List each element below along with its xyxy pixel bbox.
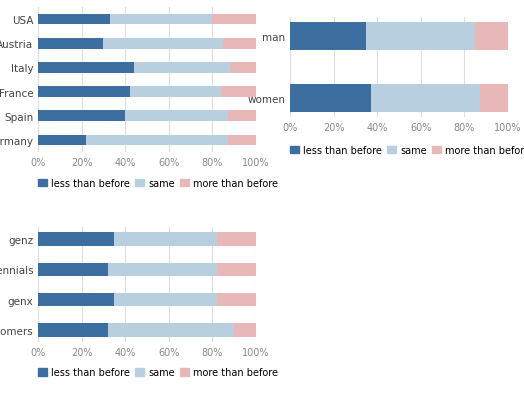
- Bar: [223, 39, 256, 49]
- Bar: [108, 263, 217, 277]
- Bar: [370, 85, 479, 113]
- Bar: [110, 15, 212, 26]
- Bar: [38, 15, 110, 26]
- Bar: [38, 111, 125, 122]
- Bar: [38, 87, 129, 98]
- Bar: [290, 23, 366, 51]
- Bar: [38, 263, 108, 277]
- Bar: [479, 85, 508, 113]
- Bar: [38, 293, 114, 307]
- Bar: [227, 111, 256, 122]
- Bar: [366, 23, 475, 51]
- Bar: [129, 87, 221, 98]
- Bar: [38, 135, 86, 146]
- Bar: [290, 85, 370, 113]
- Bar: [114, 293, 217, 307]
- Bar: [38, 39, 103, 49]
- Bar: [134, 63, 230, 74]
- Bar: [86, 135, 227, 146]
- Bar: [234, 323, 256, 337]
- Bar: [125, 111, 227, 122]
- Bar: [103, 39, 223, 49]
- Bar: [114, 232, 217, 246]
- Legend: less than before, same, more than before: less than before, same, more than before: [38, 179, 278, 189]
- Bar: [230, 63, 256, 74]
- Legend: less than before, same, more than before: less than before, same, more than before: [38, 367, 278, 377]
- Bar: [108, 323, 234, 337]
- Bar: [38, 323, 108, 337]
- Bar: [38, 232, 114, 246]
- Legend: less than before, same, more than before: less than before, same, more than before: [290, 146, 524, 156]
- Bar: [217, 232, 256, 246]
- Bar: [38, 63, 134, 74]
- Bar: [217, 263, 256, 277]
- Bar: [217, 293, 256, 307]
- Bar: [212, 15, 256, 26]
- Bar: [227, 135, 256, 146]
- Bar: [221, 87, 256, 98]
- Bar: [475, 23, 508, 51]
